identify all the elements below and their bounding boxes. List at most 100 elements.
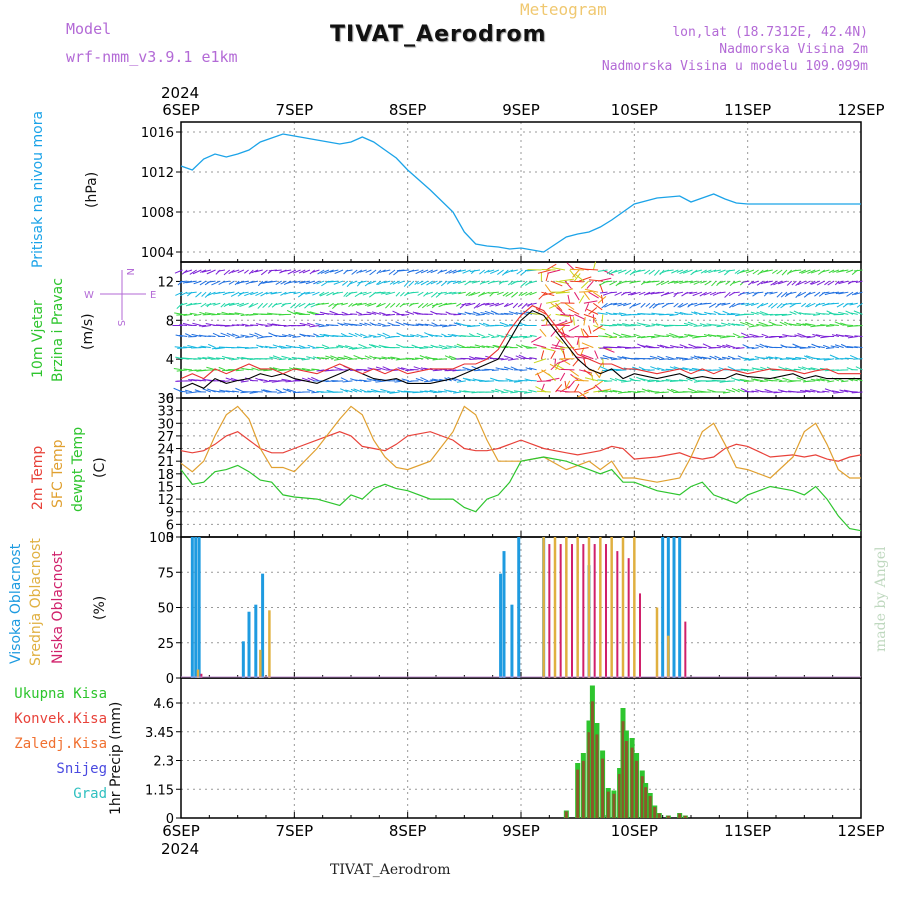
wind-arrow bbox=[638, 291, 646, 296]
wind-arrow bbox=[812, 357, 821, 360]
wind-arrow bbox=[275, 388, 282, 393]
wind-arrow bbox=[348, 302, 353, 308]
cloud-high-bar bbox=[254, 604, 258, 678]
wind-arrow bbox=[650, 366, 660, 371]
wind-arrow bbox=[627, 390, 636, 393]
wind-arrow bbox=[633, 302, 641, 307]
wind-arrow bbox=[356, 269, 363, 274]
wind-arrow bbox=[673, 302, 679, 308]
wind-arrow bbox=[415, 378, 424, 382]
cloud-high-bar bbox=[661, 537, 665, 678]
wind-arrow bbox=[179, 280, 188, 283]
wind-arrow bbox=[487, 269, 495, 273]
wind-arrow bbox=[777, 280, 788, 285]
wind-arrow bbox=[248, 302, 254, 308]
wind-arrow bbox=[399, 302, 405, 308]
wind-arrow bbox=[432, 345, 443, 349]
wind-arrow bbox=[330, 355, 339, 360]
precip-convective-bar bbox=[644, 787, 648, 818]
wind-arrow bbox=[300, 347, 311, 349]
wind-arrow bbox=[286, 280, 296, 284]
wind-arrow bbox=[560, 313, 575, 317]
wind-arrow bbox=[712, 324, 721, 326]
wind-arrow bbox=[328, 302, 334, 308]
wind-arrow bbox=[547, 269, 561, 274]
wind-arrow bbox=[479, 269, 486, 275]
time-label-bottom: 9SEP bbox=[502, 822, 540, 840]
wind-arrow bbox=[661, 391, 669, 394]
y-tick-label: 30 bbox=[157, 417, 174, 432]
wind-arrow bbox=[199, 311, 207, 315]
wind-arrow bbox=[262, 280, 273, 284]
wind-arrow bbox=[813, 313, 821, 316]
wind-arrow bbox=[376, 357, 386, 360]
wind-arrow bbox=[500, 391, 509, 394]
wind-arrow bbox=[579, 276, 592, 282]
wind-arrow bbox=[366, 378, 377, 382]
wind-arrow bbox=[633, 333, 641, 338]
wind-arrow bbox=[520, 291, 528, 297]
wind-arrow bbox=[349, 280, 358, 285]
wind-arrow bbox=[619, 336, 627, 338]
wind-arrow bbox=[490, 280, 499, 283]
wind-arrow bbox=[551, 266, 566, 271]
wind-arrow bbox=[469, 346, 481, 349]
wind-arrow bbox=[217, 312, 226, 315]
wind-arrow bbox=[659, 358, 669, 361]
wind-arrow bbox=[599, 283, 604, 293]
wind-arrow bbox=[849, 354, 858, 360]
wind-arrow bbox=[364, 355, 372, 360]
cloud-high-bar bbox=[194, 537, 198, 678]
wind-arrow bbox=[751, 347, 759, 350]
wind-arrow bbox=[838, 311, 849, 315]
wind-arrow bbox=[811, 280, 821, 285]
wind-arrow bbox=[822, 313, 830, 315]
wind-arrow bbox=[288, 358, 296, 361]
wind-arrow bbox=[312, 269, 320, 273]
wind-arrow bbox=[743, 336, 754, 339]
wind-arrow bbox=[536, 390, 551, 393]
wind-arrow bbox=[469, 269, 481, 273]
wind-arrow bbox=[732, 333, 740, 338]
wind-arrow bbox=[682, 367, 693, 371]
wind-arrow bbox=[465, 378, 476, 382]
wind-arrow bbox=[248, 269, 254, 275]
wind-arrow bbox=[711, 280, 717, 287]
wind-arrow bbox=[481, 345, 490, 349]
wind-arrow bbox=[343, 355, 353, 360]
wind-arrow bbox=[301, 358, 311, 361]
wind-arrow bbox=[853, 310, 863, 315]
compass-e: E bbox=[150, 290, 156, 301]
wind-arrow bbox=[598, 390, 608, 393]
wind-arrow bbox=[502, 291, 509, 297]
wind-arrow bbox=[250, 280, 259, 284]
wind-arrow bbox=[441, 347, 452, 350]
wind-arrow bbox=[801, 302, 807, 308]
altitude-label: Nadmorska Visina 2m bbox=[719, 42, 868, 57]
wind-arrow bbox=[557, 358, 570, 364]
wind-arrow bbox=[717, 302, 726, 306]
wind-arrow bbox=[408, 269, 419, 273]
wind-arrow bbox=[510, 391, 518, 394]
y-tick-label: 75 bbox=[157, 566, 174, 581]
wind-arrow bbox=[179, 302, 188, 306]
wind-arrow bbox=[469, 358, 481, 360]
wind-arrow bbox=[726, 335, 736, 338]
model-label: Model bbox=[66, 20, 112, 38]
wind-arrow bbox=[511, 269, 518, 272]
wind-arrow bbox=[431, 378, 443, 382]
wind-arrow bbox=[341, 311, 348, 315]
wind-arrow bbox=[174, 312, 183, 315]
time-label-bottom: 7SEP bbox=[276, 822, 314, 840]
wind-arrow bbox=[527, 312, 542, 315]
wind-arrow bbox=[683, 322, 693, 326]
wind-arrow bbox=[402, 302, 410, 306]
wind-arrow bbox=[456, 369, 466, 372]
wind-arrow bbox=[746, 291, 755, 295]
wind-arrow bbox=[584, 377, 599, 382]
wind-arrow bbox=[389, 280, 396, 285]
wind-arrow bbox=[398, 269, 410, 272]
wind-arrow bbox=[731, 387, 740, 393]
wind-arrow bbox=[834, 321, 844, 326]
wind-arrow bbox=[586, 280, 594, 289]
